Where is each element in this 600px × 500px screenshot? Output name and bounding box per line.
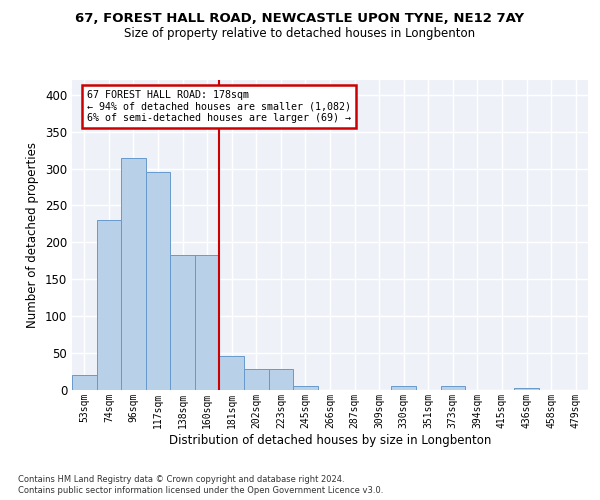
Text: Size of property relative to detached houses in Longbenton: Size of property relative to detached ho… bbox=[124, 28, 476, 40]
Text: Contains HM Land Registry data © Crown copyright and database right 2024.: Contains HM Land Registry data © Crown c… bbox=[18, 475, 344, 484]
Bar bbox=[146, 172, 170, 390]
Text: Contains public sector information licensed under the Open Government Licence v3: Contains public sector information licen… bbox=[18, 486, 383, 495]
Bar bbox=[440, 386, 465, 390]
Text: 67, FOREST HALL ROAD, NEWCASTLE UPON TYNE, NE12 7AY: 67, FOREST HALL ROAD, NEWCASTLE UPON TYN… bbox=[76, 12, 524, 26]
Bar bbox=[170, 255, 195, 390]
Bar bbox=[514, 388, 539, 390]
Bar bbox=[244, 370, 269, 390]
Bar bbox=[195, 255, 220, 390]
Bar bbox=[97, 220, 121, 390]
Bar bbox=[72, 375, 97, 390]
Bar bbox=[121, 158, 146, 390]
Text: 67 FOREST HALL ROAD: 178sqm
← 94% of detached houses are smaller (1,082)
6% of s: 67 FOREST HALL ROAD: 178sqm ← 94% of det… bbox=[87, 90, 351, 123]
Bar bbox=[269, 370, 293, 390]
Bar bbox=[293, 386, 318, 390]
Bar bbox=[220, 356, 244, 390]
Bar bbox=[391, 386, 416, 390]
Y-axis label: Number of detached properties: Number of detached properties bbox=[26, 142, 40, 328]
X-axis label: Distribution of detached houses by size in Longbenton: Distribution of detached houses by size … bbox=[169, 434, 491, 446]
